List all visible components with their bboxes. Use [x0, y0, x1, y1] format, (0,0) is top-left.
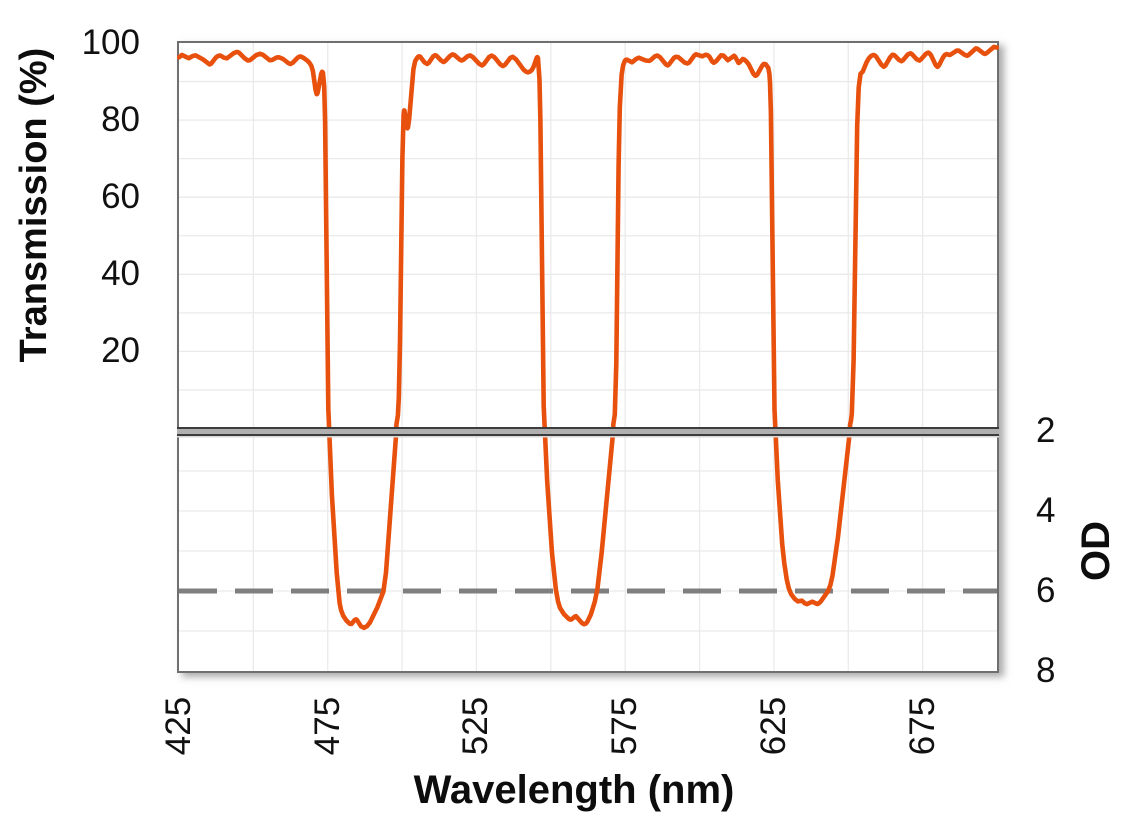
x-axis-title: Wavelength (nm) [413, 768, 735, 812]
gridlines [179, 43, 997, 671]
transmission-tick-label: 80 [101, 100, 140, 140]
wavelength-tick-label: 675 [902, 696, 942, 756]
wavelength-tick-label: 575 [605, 696, 645, 756]
wavelength-tick-label: 625 [753, 696, 793, 756]
transmission-tick-label: 60 [101, 177, 140, 217]
od-tick-label: 8 [1036, 651, 1056, 690]
transmission-tick-label: 20 [101, 331, 140, 371]
transmission-tick-label: 40 [101, 254, 140, 294]
axis-break-band [177, 427, 999, 438]
wavelength-tick-label: 475 [307, 696, 347, 756]
od-tick-label: 6 [1036, 571, 1056, 610]
od-tick-label: 2 [1036, 411, 1056, 450]
plot-area [177, 41, 999, 673]
wavelength-tick-label: 525 [456, 696, 496, 756]
od-tick-label: 4 [1036, 491, 1056, 530]
transmission-curve [177, 44, 999, 631]
transmission-tick-label: 100 [81, 23, 140, 62]
wavelength-tick-label: 425 [159, 696, 198, 756]
